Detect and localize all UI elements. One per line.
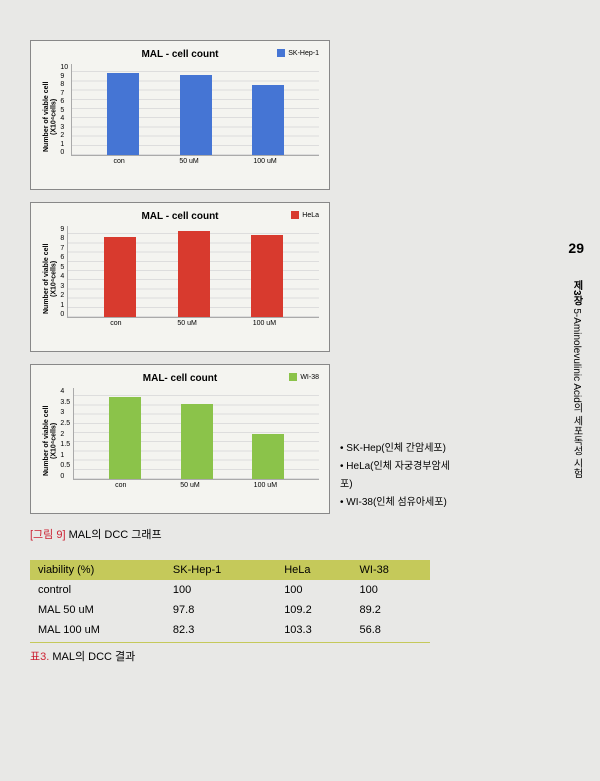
table-row: control100100100 [30,580,430,600]
figure-label: [그림 9] [30,529,66,541]
plot-area [73,388,319,480]
table-header: HeLa [276,560,351,580]
table-cell: 103.3 [276,620,351,640]
bar [180,75,212,155]
table-cell: 82.3 [165,620,276,640]
note-sk-hep: • SK-Hep(인체 간암세포) [340,440,460,458]
table-header: viability (%) [30,560,165,580]
x-ticks: con50 uM100 uM [71,156,319,165]
table-header: WI-38 [352,560,430,580]
legend-swatch [291,211,299,219]
chapter-label: 제3장 [571,280,582,306]
table-label: 표3. [30,651,49,663]
y-ticks: 43.532.521.510.50 [60,388,73,480]
table-header: SK-Hep-1 [165,560,276,580]
legend-text: HeLa [302,212,319,219]
chart-title: MAL - cell count [41,211,319,222]
table-cell: MAL 100 uM [30,620,165,640]
bar [181,404,213,479]
chart-0: MAL - cell countSK-Hep-1Number of viable… [30,40,330,190]
page-number: 29 [568,240,584,256]
bar [251,235,283,317]
chapter-title: 5-Aminolevulinic Acid의 세포독성 시험 [571,308,582,478]
plot-area [67,226,319,318]
figure-text: MAL의 DCC 그래프 [69,529,162,541]
table-cell: control [30,580,165,600]
figure-caption: [그림 9] MAL의 DCC 그래프 [30,526,460,542]
y-axis-label: Number of viable cell (X10⁴cells) [41,388,60,493]
table-caption: 표3. MAL의 DCC 결과 [30,642,430,664]
table-cell: 100 [165,580,276,600]
y-axis-label: Number of viable cell (X10⁴cells) [41,64,60,169]
table-cell: 89.2 [352,600,430,620]
bar [109,397,141,479]
chart-title: MAL- cell count [41,373,319,384]
table-cell: 100 [276,580,351,600]
table-text: MAL의 DCC 결과 [52,651,135,663]
legend-swatch [277,49,285,57]
chart-legend: HeLa [291,211,319,219]
table-cell: 97.8 [165,600,276,620]
bar [107,73,139,155]
table-cell: 109.2 [276,600,351,620]
note-wi38: • WI-38(인체 섬유아세포) [340,494,460,512]
y-ticks: 9876543210 [60,226,67,318]
table-cell: 56.8 [352,620,430,640]
chart-legend: WI-38 [289,373,319,381]
y-axis-label: Number of viable cell (X10⁴cells) [41,226,60,331]
cell-line-notes: • SK-Hep(인체 간암세포) • HeLa(인체 자궁경부암세포) • W… [340,440,460,512]
bar [104,237,136,317]
y-ticks: 109876543210 [60,64,71,156]
chart-1: MAL - cell countHeLa Number of viable cel… [30,202,330,352]
table-cell: 100 [352,580,430,600]
x-ticks: con50 uM100 uM [73,480,319,489]
note-hela: • HeLa(인체 자궁경부암세포) [340,458,460,494]
bar [252,85,284,155]
x-ticks: con50 uM100 uM [67,318,319,327]
legend-text: SK-Hep-1 [288,50,319,57]
bar [178,231,210,317]
legend-swatch [289,373,297,381]
plot-area [71,64,319,156]
chart-2: MAL- cell countWI-38 Number of viable cel… [30,364,330,514]
viability-table: viability (%)SK-Hep-1HeLaWI-38 control10… [30,560,430,640]
table-cell: MAL 50 uM [30,600,165,620]
side-chapter-title: 제3장 5-Aminolevulinic Acid의 세포독성 시험 [569,280,584,478]
legend-text: WI-38 [300,374,319,381]
table-row: MAL 50 uM97.8109.289.2 [30,600,430,620]
table-row: MAL 100 uM82.3103.356.8 [30,620,430,640]
chart-legend: SK-Hep-1 [277,49,319,57]
bar [252,434,284,480]
